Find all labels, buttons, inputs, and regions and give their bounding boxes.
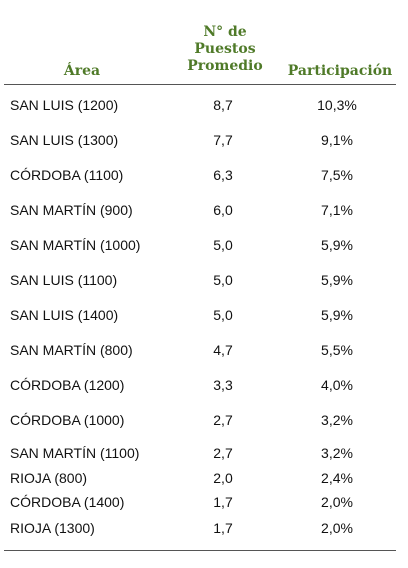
- cell-puestos: 8,7: [213, 97, 233, 113]
- cell-participacion: 9,1%: [321, 132, 353, 148]
- table-row: SAN MARTÍN (800) 4,7 5,5%: [4, 342, 396, 364]
- header-puestos: N° de Puestos Promedio: [177, 24, 273, 75]
- table-row: CÓRDOBA (1100) 6,3 7,5%: [4, 167, 396, 189]
- cell-puestos: 5,0: [213, 307, 233, 323]
- cell-participacion: 2,0%: [321, 520, 353, 536]
- cell-puestos: 5,0: [213, 237, 233, 253]
- cell-puestos: 5,0: [213, 272, 233, 288]
- table-header: Área N° de Puestos Promedio Participació…: [4, 0, 396, 85]
- table-row: RIOJA (800) 2,0 2,4%: [4, 470, 396, 492]
- table-row: RIOJA (1300) 1,7 2,0%: [4, 520, 396, 542]
- table-row: CÓRDOBA (1400) 1,7 2,0%: [4, 494, 396, 516]
- cell-puestos: 1,7: [213, 520, 233, 536]
- cell-puestos: 3,3: [213, 377, 233, 393]
- cell-participacion: 5,9%: [321, 272, 353, 288]
- cell-area: SAN MARTÍN (900): [10, 202, 133, 218]
- cell-participacion: 4,0%: [321, 377, 353, 393]
- table-row: SAN MARTÍN (1100) 2,7 3,2%: [4, 445, 396, 467]
- table-row: CÓRDOBA (1200) 3,3 4,0%: [4, 377, 396, 399]
- cell-puestos: 2,7: [213, 412, 233, 428]
- cell-participacion: 10,3%: [317, 97, 357, 113]
- cell-puestos: 7,7: [213, 132, 233, 148]
- cell-area: SAN MARTÍN (1000): [10, 237, 141, 253]
- cell-area: SAN LUIS (1300): [10, 132, 119, 148]
- cell-area: RIOJA (800): [10, 470, 88, 486]
- cell-participacion: 3,2%: [321, 445, 353, 461]
- cell-participacion: 7,5%: [321, 167, 353, 183]
- cell-area: CÓRDOBA (1000): [10, 412, 125, 428]
- cell-participacion: 2,4%: [321, 470, 353, 486]
- cell-participacion: 5,5%: [321, 342, 353, 358]
- cell-puestos: 1,7: [213, 494, 233, 510]
- cell-area: SAN MARTÍN (800): [10, 342, 133, 358]
- cell-participacion: 5,9%: [321, 237, 353, 253]
- cell-participacion: 3,2%: [321, 412, 353, 428]
- cell-puestos: 4,7: [213, 342, 233, 358]
- header-puestos-line3: Promedio: [187, 58, 263, 74]
- table-row: SAN LUIS (1300) 7,7 9,1%: [4, 132, 396, 154]
- table-row: SAN MARTÍN (1000) 5,0 5,9%: [4, 237, 396, 259]
- header-participacion: Participación: [287, 63, 393, 79]
- cell-area: CÓRDOBA (1100): [10, 167, 124, 183]
- cell-area: SAN LUIS (1400): [10, 307, 119, 323]
- header-puestos-line1: N° de: [203, 24, 247, 40]
- table-row: SAN LUIS (1400) 5,0 5,9%: [4, 307, 396, 329]
- table-bottom-rule: [4, 550, 396, 551]
- cell-participacion: 2,0%: [321, 494, 353, 510]
- cell-area: SAN MARTÍN (1100): [10, 445, 140, 461]
- header-puestos-line2: Puestos: [194, 41, 256, 57]
- cell-area: CÓRDOBA (1200): [10, 377, 125, 393]
- cell-puestos: 2,0: [213, 470, 233, 486]
- cell-puestos: 2,7: [213, 445, 233, 461]
- cell-puestos: 6,0: [213, 202, 233, 218]
- cell-participacion: 5,9%: [321, 307, 353, 323]
- cell-area: CÓRDOBA (1400): [10, 494, 125, 510]
- header-area: Área: [63, 63, 101, 79]
- cell-area: RIOJA (1300): [10, 520, 95, 536]
- table-row: SAN MARTÍN (900) 6,0 7,1%: [4, 202, 396, 224]
- cell-puestos: 6,3: [213, 167, 233, 183]
- cell-area: SAN LUIS (1200): [10, 97, 119, 113]
- cell-participacion: 7,1%: [321, 202, 353, 218]
- table-row: SAN LUIS (1200) 8,7 10,3%: [4, 97, 396, 119]
- table-row: CÓRDOBA (1000) 2,7 3,2%: [4, 412, 396, 434]
- table-row: SAN LUIS (1100) 5,0 5,9%: [4, 272, 396, 294]
- data-table: Área N° de Puestos Promedio Participació…: [0, 0, 408, 536]
- cell-area: SAN LUIS (1100): [10, 272, 118, 288]
